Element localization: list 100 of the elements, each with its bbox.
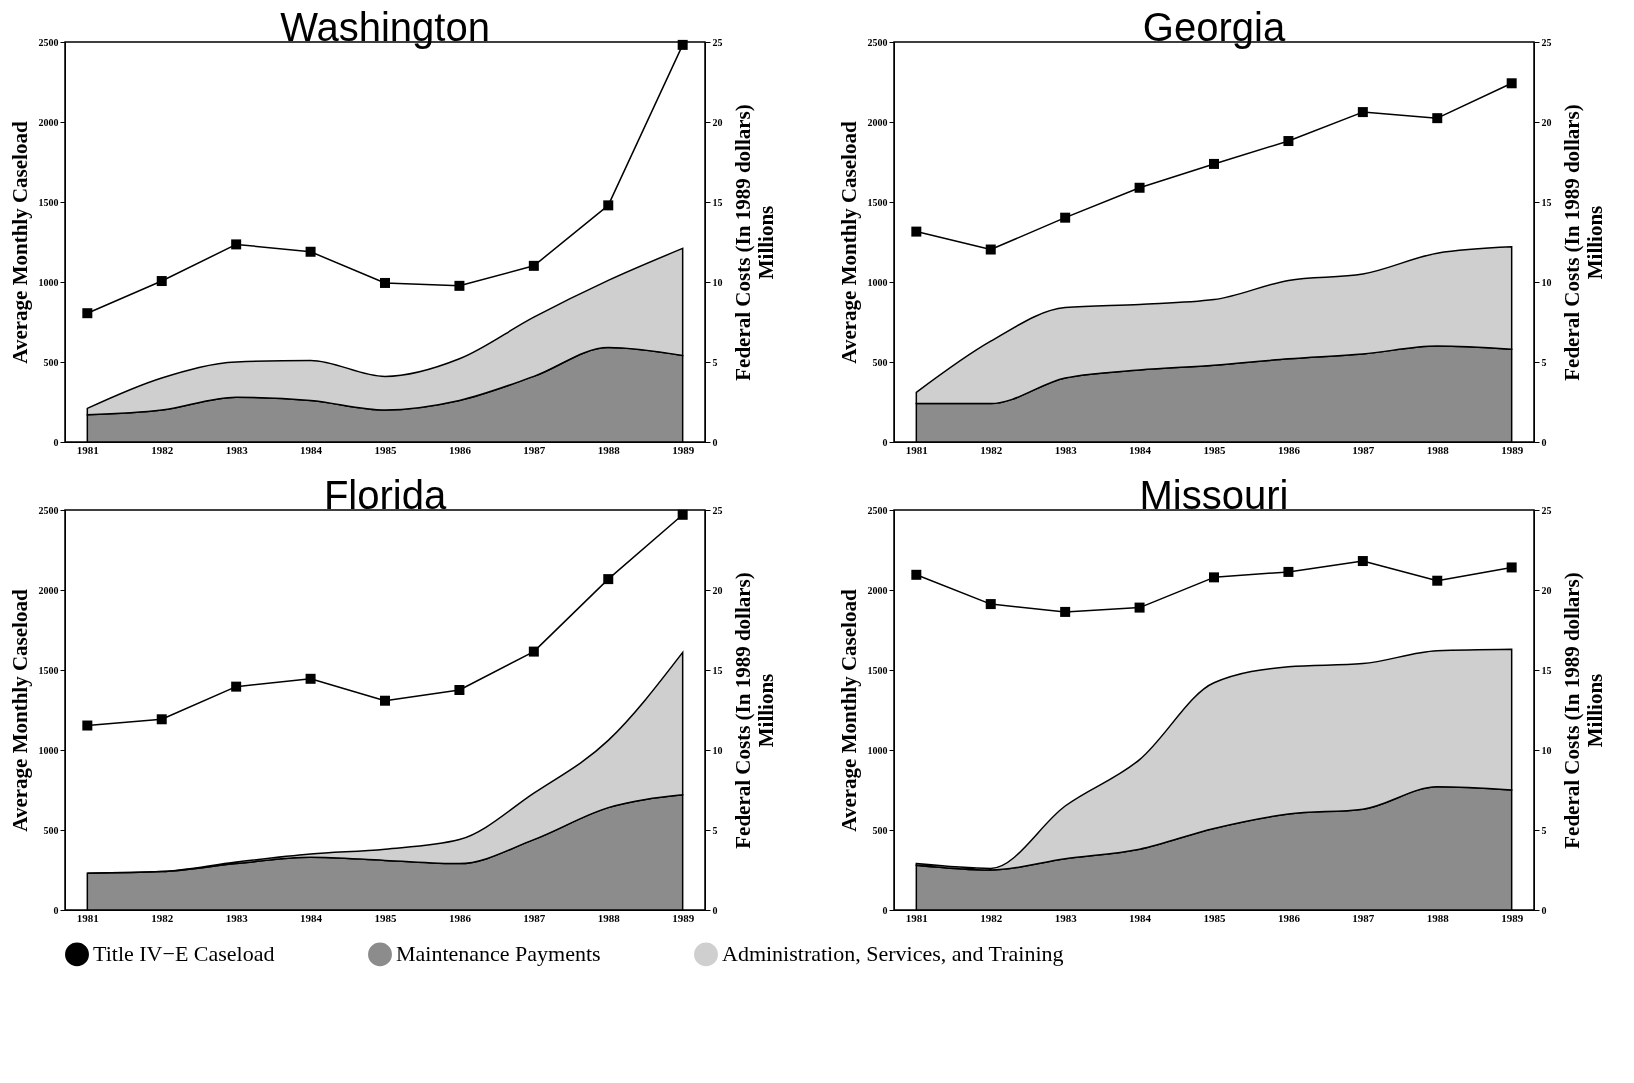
point [1357, 107, 1368, 118]
y-tick-label: 1000 [867, 276, 888, 288]
x-tick-label: 1983 [225, 443, 249, 456]
y2-tick-label: 25 [1541, 504, 1552, 516]
point [677, 39, 688, 50]
y2-tick-label: 0 [1541, 436, 1547, 448]
point [231, 239, 242, 250]
point [911, 569, 922, 580]
y-tick-label: 0 [53, 436, 59, 448]
x-tick-label: 1987 [523, 911, 546, 924]
point [454, 280, 465, 291]
y-tick-label: 1500 [867, 664, 888, 676]
legend-label: Title IV−E Caseload [93, 941, 275, 967]
point [380, 695, 390, 706]
x-tick-label: 1986 [448, 443, 472, 456]
y2-tick-label: 20 [712, 584, 723, 596]
y2-tick-label: 25 [1541, 36, 1552, 48]
y2-tick-label: 5 [1541, 824, 1547, 836]
y-tick-label: 500 [872, 356, 888, 368]
y-tick-label: 2000 [38, 584, 59, 596]
x-tick-label: 1986 [1277, 911, 1301, 924]
y2-tick-label: 15 [712, 196, 723, 208]
point [82, 720, 93, 731]
x-tick-label: 1988 [597, 443, 621, 456]
point [1060, 606, 1071, 617]
point [380, 277, 390, 288]
x-tick-label: 1981 [76, 911, 99, 924]
x-tick-label: 1989 [672, 443, 695, 456]
y2-tick-label: 10 [1541, 744, 1552, 756]
chart-title: Florida [323, 473, 447, 517]
y-tick-label: 1000 [38, 744, 59, 756]
x-tick-label: 1983 [1054, 443, 1078, 456]
y-tick-label: 1500 [38, 664, 59, 676]
y2-tick-label: 20 [1541, 116, 1552, 128]
x-tick-label: 1988 [1426, 911, 1450, 924]
point [1134, 602, 1145, 613]
x-tick-label: 1983 [225, 911, 249, 924]
y2-tick-label: 15 [1541, 664, 1552, 676]
y-axis-title: Average Monthly Caseload [7, 589, 32, 832]
y2-tick-label: 25 [712, 504, 723, 516]
point [603, 200, 614, 211]
point [1432, 113, 1443, 124]
x-tick-label: 1987 [1352, 443, 1375, 456]
x-tick-label: 1986 [448, 911, 472, 924]
y-tick-label: 1000 [38, 276, 59, 288]
chart-title: Missouri [1139, 473, 1289, 517]
y-axis-title: Average Monthly Caseload [7, 121, 32, 364]
x-tick-label: 1984 [1129, 911, 1152, 924]
point [528, 260, 539, 271]
y2-tick-label: 10 [1541, 276, 1552, 288]
x-tick-label: 1982 [151, 443, 174, 456]
x-tick-label: 1984 [300, 911, 323, 924]
y-tick-label: 2500 [38, 36, 59, 48]
y-tick-label: 2000 [867, 584, 888, 596]
point [1357, 556, 1368, 567]
x-tick-label: 1981 [905, 911, 928, 924]
y2-tick-label: 20 [1541, 584, 1552, 596]
x-tick-label: 1989 [1501, 443, 1524, 456]
point [1209, 158, 1219, 169]
y-tick-label: 0 [53, 904, 59, 916]
point [305, 673, 316, 684]
point [305, 246, 316, 257]
point [1134, 182, 1145, 193]
point [1432, 575, 1443, 586]
point [454, 685, 465, 695]
y-tick-label: 2000 [38, 116, 59, 128]
point [1060, 212, 1071, 223]
y2-axis-title: Federal Costs (In 1989 dollars) [730, 104, 755, 381]
y-tick-label: 500 [872, 824, 888, 836]
x-tick-label: 1989 [1501, 911, 1524, 924]
y2-tick-label: 20 [712, 116, 723, 128]
x-tick-label: 1987 [523, 443, 546, 456]
y-tick-label: 0 [882, 436, 888, 448]
chart-title: Georgia [1142, 5, 1286, 49]
point [1506, 78, 1517, 89]
y2-tick-label: 5 [1541, 356, 1547, 368]
y2-tick-label: 15 [712, 664, 723, 676]
point [603, 574, 614, 585]
y2-tick-label: 0 [1541, 904, 1547, 916]
x-tick-label: 1985 [1203, 911, 1226, 924]
y-tick-label: 2500 [867, 36, 888, 48]
x-tick-label: 1982 [980, 911, 1003, 924]
y-tick-label: 2500 [867, 504, 888, 516]
x-tick-label: 1985 [1203, 443, 1226, 456]
x-tick-label: 1984 [300, 443, 323, 456]
y-tick-label: 1500 [38, 196, 59, 208]
chart-title: Washington [280, 5, 490, 49]
y-tick-label: 1000 [867, 744, 888, 756]
x-tick-label: 1982 [151, 911, 174, 924]
point [231, 681, 242, 692]
y-tick-label: 500 [43, 356, 59, 368]
point [528, 646, 539, 657]
y2-tick-label: 15 [1541, 196, 1552, 208]
point [677, 509, 688, 520]
y-tick-label: 2500 [38, 504, 59, 516]
x-tick-label: 1987 [1352, 911, 1375, 924]
point [1283, 136, 1294, 147]
y2-tick-label: 0 [712, 904, 718, 916]
point [1209, 572, 1219, 583]
y-axis-title: Average Monthly Caseload [836, 589, 861, 832]
